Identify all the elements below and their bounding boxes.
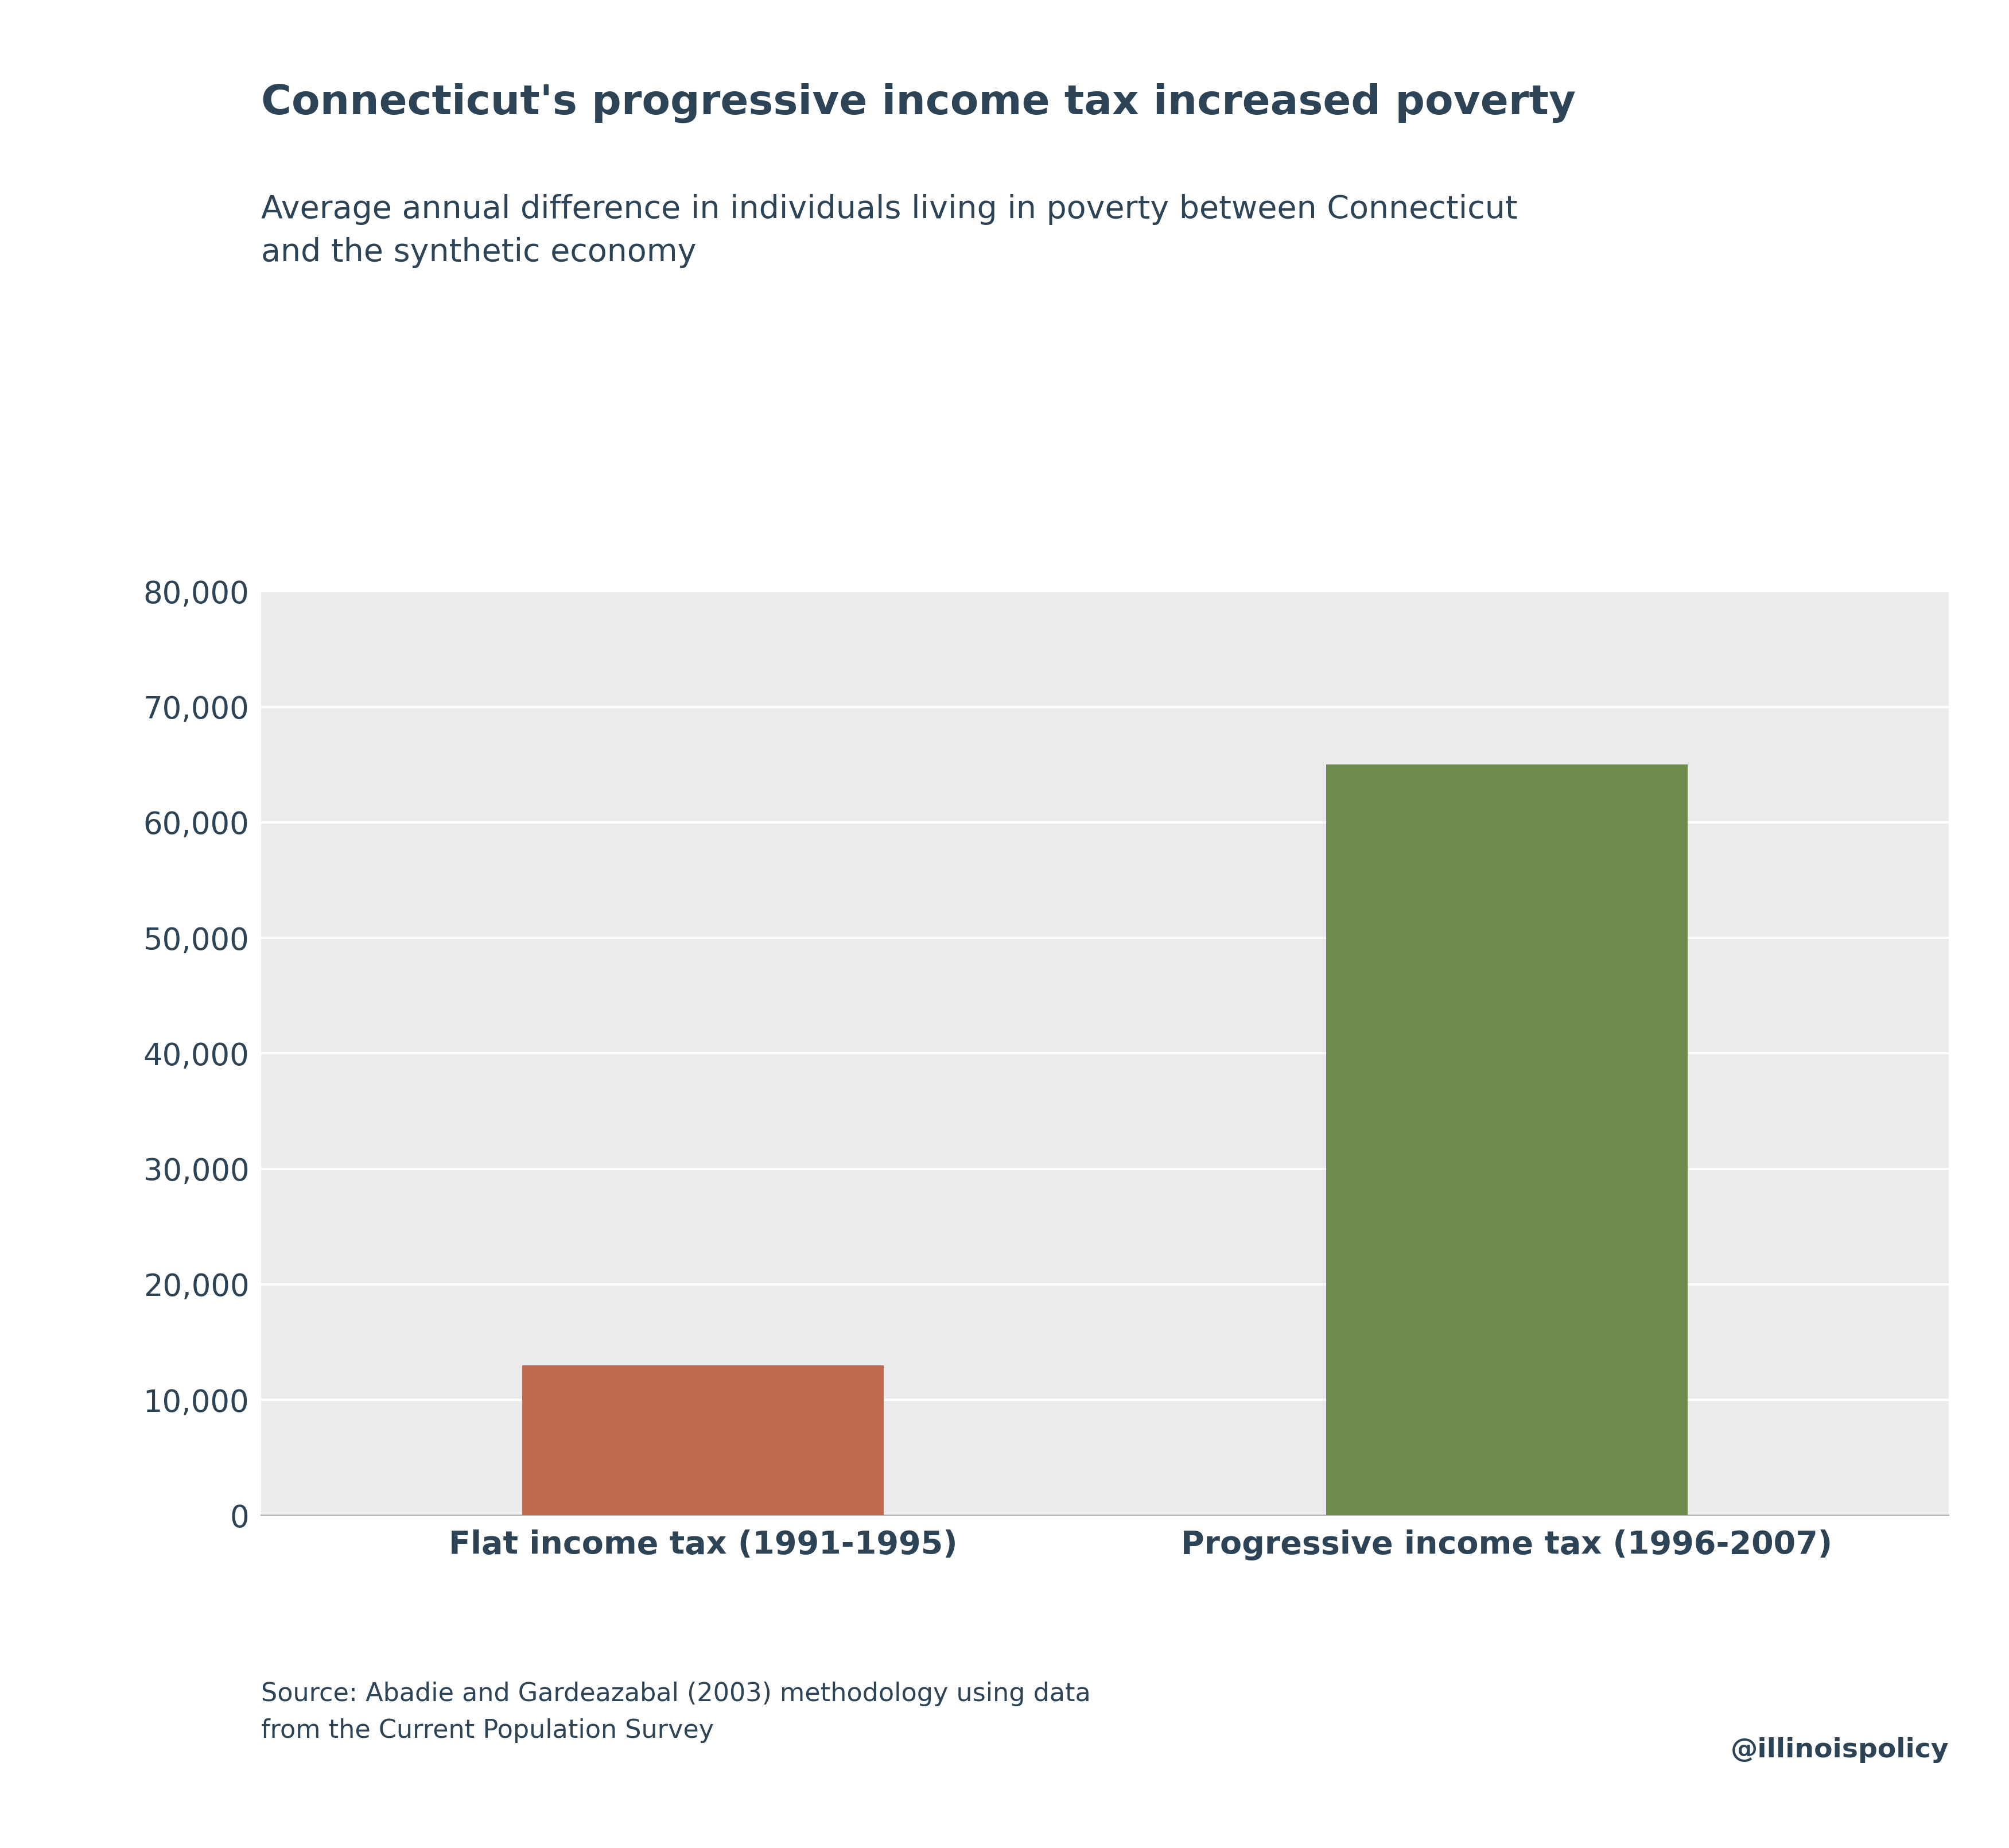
- Text: @illinoispolicy: @illinoispolicy: [1730, 1737, 1949, 1763]
- Text: Source: Abadie and Gardeazabal (2003) methodology using data
from the Current Po: Source: Abadie and Gardeazabal (2003) me…: [261, 1682, 1091, 1743]
- Text: Connecticut's progressive income tax increased poverty: Connecticut's progressive income tax inc…: [261, 83, 1575, 124]
- Bar: [522, 1366, 884, 1515]
- Text: Average annual difference in individuals living in poverty between Connecticut
a: Average annual difference in individuals…: [261, 194, 1517, 268]
- Bar: [1326, 765, 1688, 1515]
